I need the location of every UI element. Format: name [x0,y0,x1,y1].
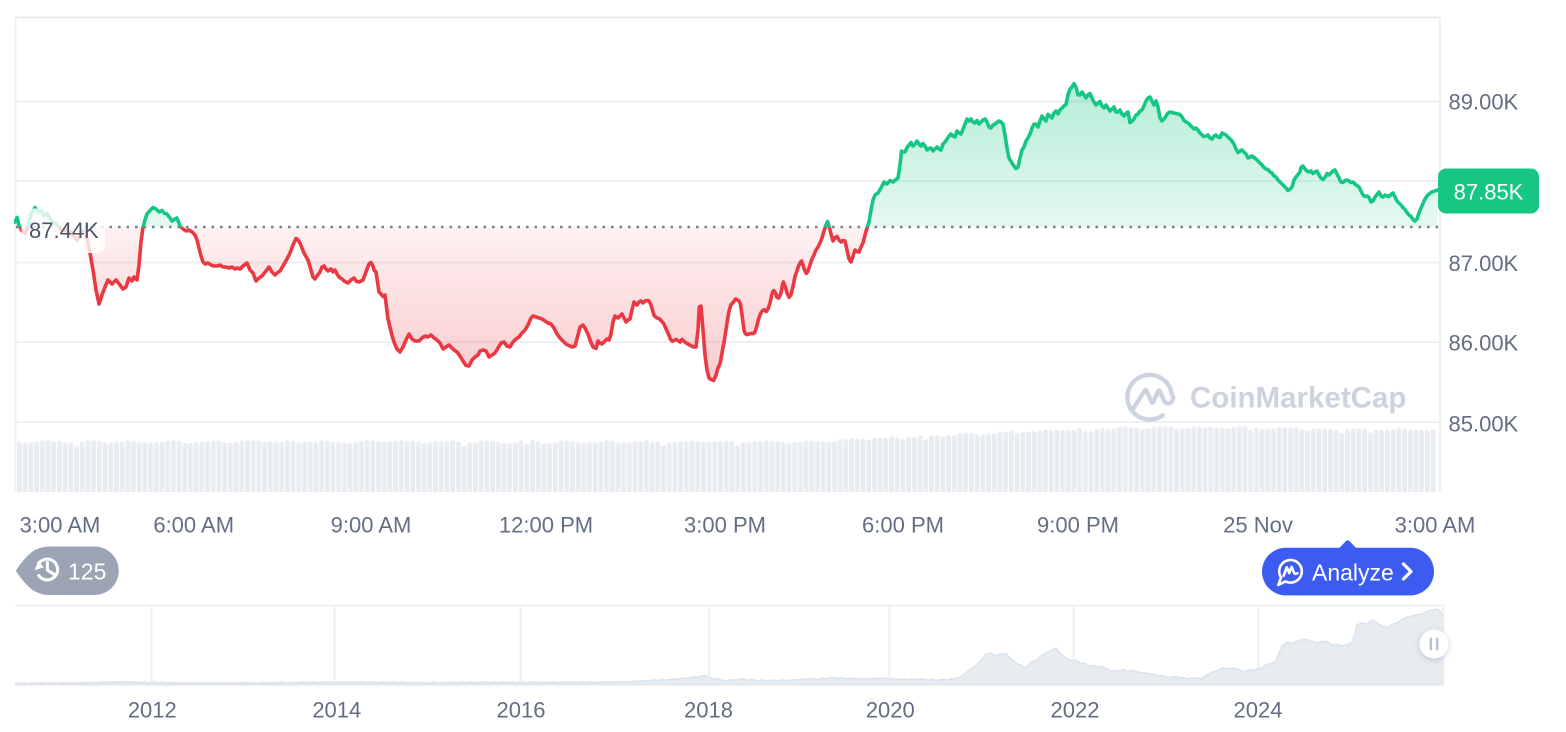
svg-text:CoinMarketCap: CoinMarketCap [1190,382,1406,415]
svg-text:2022: 2022 [1051,698,1100,723]
svg-text:2012: 2012 [128,698,177,723]
svg-text:87.85K: 87.85K [1454,180,1524,205]
svg-text:86.00K: 86.00K [1449,331,1519,356]
svg-text:3:00 AM: 3:00 AM [20,513,101,538]
svg-text:125: 125 [68,559,106,585]
svg-text:2014: 2014 [312,698,361,723]
svg-text:6:00 AM: 6:00 AM [153,513,234,538]
svg-text:9:00 AM: 9:00 AM [331,513,412,538]
svg-text:87.44K: 87.44K [29,218,99,243]
svg-text:6:00 PM: 6:00 PM [862,513,944,538]
svg-text:2018: 2018 [684,698,733,723]
svg-text:12:00 PM: 12:00 PM [499,513,593,538]
svg-text:Analyze: Analyze [1312,560,1394,586]
svg-text:25 Nov: 25 Nov [1223,513,1293,538]
svg-text:9:00 PM: 9:00 PM [1037,513,1119,538]
svg-text:3:00 AM: 3:00 AM [1395,513,1476,538]
svg-text:85.00K: 85.00K [1449,412,1519,437]
svg-text:2024: 2024 [1234,698,1283,723]
svg-text:87.00K: 87.00K [1449,251,1519,276]
svg-text:3:00 PM: 3:00 PM [684,513,766,538]
svg-text:2016: 2016 [497,698,546,723]
svg-text:89.00K: 89.00K [1449,90,1519,115]
svg-text:2020: 2020 [866,698,915,723]
